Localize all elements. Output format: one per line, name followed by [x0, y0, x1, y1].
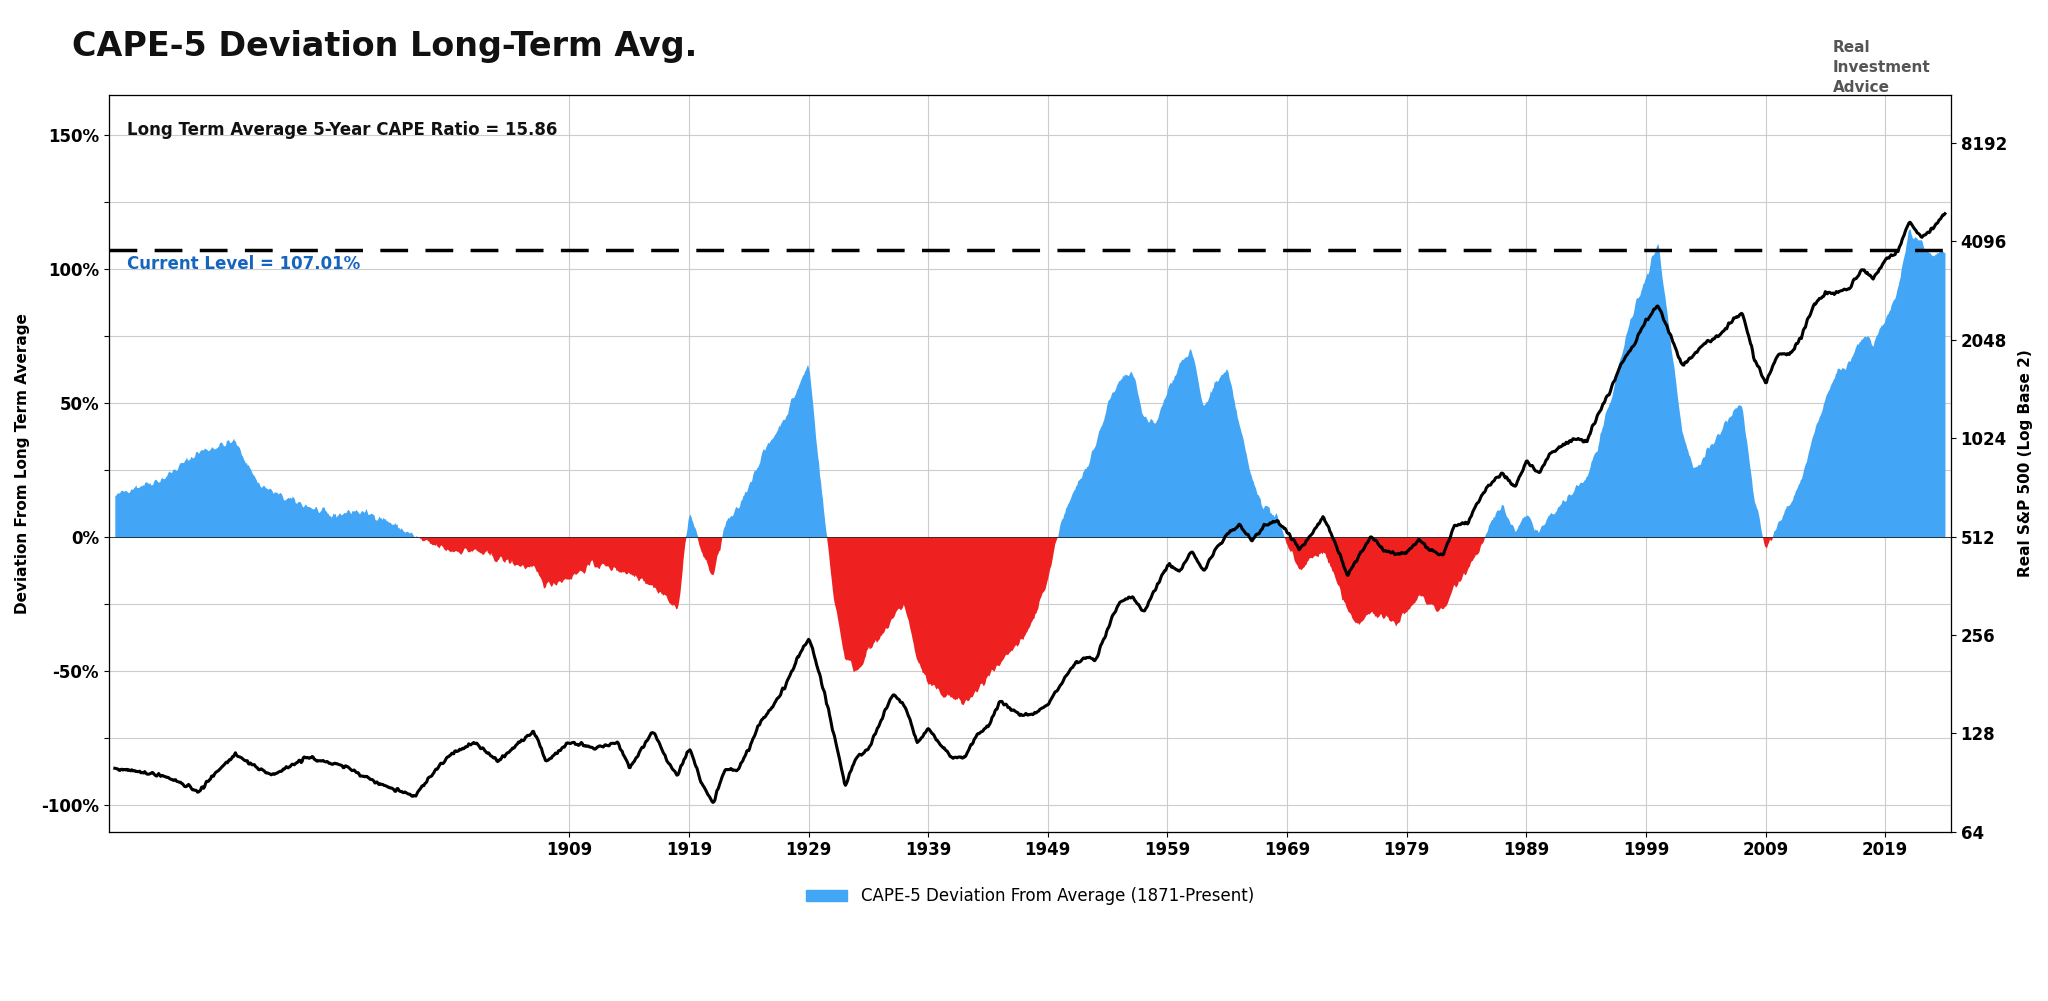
Y-axis label: Real S&P 500 (Log Base 2): Real S&P 500 (Log Base 2)	[2017, 349, 2034, 578]
Text: CAPE-5 Deviation Long-Term Avg.: CAPE-5 Deviation Long-Term Avg.	[72, 30, 696, 63]
Text: Long Term Average 5-Year CAPE Ratio = 15.86: Long Term Average 5-Year CAPE Ratio = 15…	[127, 121, 557, 139]
Legend: CAPE-5 Deviation From Average (1871-Present): CAPE-5 Deviation From Average (1871-Pres…	[799, 881, 1262, 912]
Y-axis label: Deviation From Long Term Average: Deviation From Long Term Average	[14, 313, 31, 614]
Text: Real
Investment
Advice: Real Investment Advice	[1833, 40, 1931, 95]
Text: Current Level = 107.01%: Current Level = 107.01%	[127, 255, 360, 273]
